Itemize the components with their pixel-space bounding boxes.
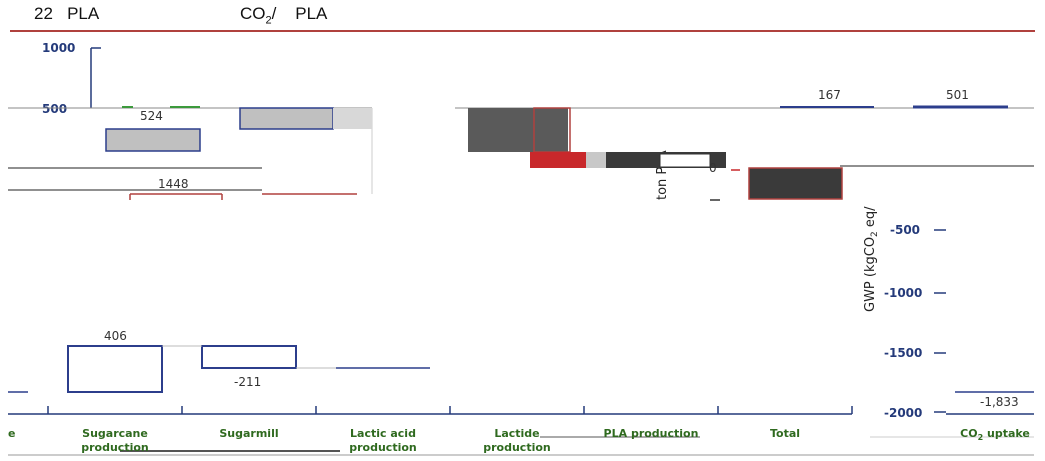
value-label-lactide: 1448	[158, 177, 189, 191]
category-fragment-left: e	[8, 427, 15, 440]
value-label-sugarmill: -211	[234, 375, 261, 389]
value-label-total: 501	[946, 88, 969, 102]
value-label-lactic-acid: 524	[140, 109, 163, 123]
header-co2-sub: 2	[265, 14, 272, 27]
bar-lactic-acid-upper	[239, 107, 334, 130]
category-label-2-line-0: Lactic acid	[350, 427, 416, 440]
header-rule	[10, 30, 1035, 32]
category-label-3-line-1: production	[483, 441, 551, 454]
header-number: 22	[34, 4, 53, 23]
header-left-word: PLA	[67, 4, 99, 23]
header-title: 22 PLA CO2/ PLA	[34, 4, 327, 26]
x-axis-ticks	[47, 406, 853, 414]
y-tick-label-500: 500	[42, 102, 67, 116]
bar-sugarcane	[67, 345, 163, 393]
bar-sugarmill	[201, 345, 297, 369]
header-co2: CO	[240, 4, 266, 23]
bar-dark-block-1	[468, 108, 568, 152]
value-label-co2-uptake: -1,833	[980, 395, 1019, 409]
category-label-3-line-0: Lactide	[494, 427, 539, 440]
category-label-5-line-0: Total	[770, 427, 800, 440]
y-tick-label-neg2000: -2000	[884, 406, 922, 420]
y-tick-label-neg500: -500	[890, 223, 920, 237]
header-right-word: PLA	[295, 4, 328, 23]
y-tick-label-neg1000: -1000	[884, 286, 922, 300]
fragment-label: 0	[709, 161, 717, 175]
bar-total	[748, 167, 843, 200]
y-tick-label-1000: 1000	[42, 41, 75, 55]
bar-grey-block	[586, 152, 606, 168]
category-label-2-line-1: production	[349, 441, 417, 454]
category-label-0-line-1: production	[81, 441, 149, 454]
bar-lactic-acid-lower	[105, 128, 201, 152]
bar-red-block	[530, 152, 586, 168]
value-label-pla: 167	[818, 88, 841, 102]
category-label-1-line-0: Sugarmill	[219, 427, 278, 440]
category-label-4-line-0: PLA production	[604, 427, 699, 440]
value-label-sugarcane: 406	[104, 329, 127, 343]
category-label-0-line-0: Sugarcane	[82, 427, 148, 440]
y-axis-title-part1: GWP (kgCO2 eq/	[863, 206, 880, 312]
bar-inset-white	[659, 153, 711, 168]
header-co2-suffix: /	[271, 4, 277, 23]
bar-lactic-acid-upper-light	[333, 108, 372, 129]
y-tick-label-neg1500: -1500	[884, 346, 922, 360]
category-label-co2-uptake: CO2 uptake	[960, 427, 1030, 442]
